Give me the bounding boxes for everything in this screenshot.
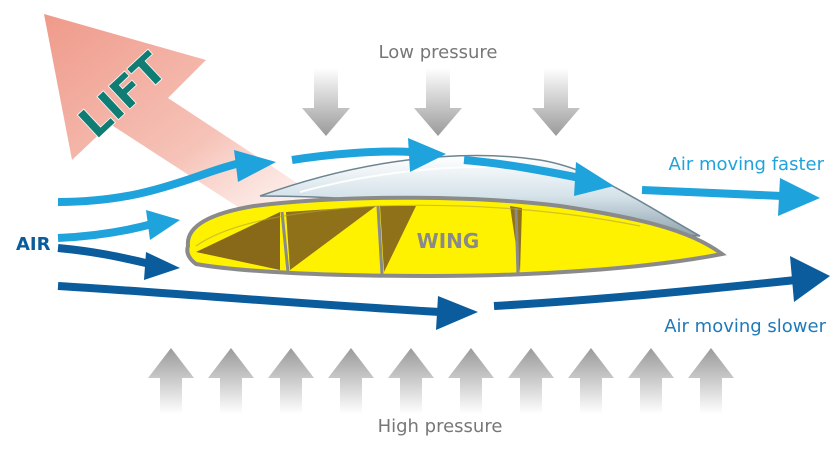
air-label: AIR <box>16 234 51 255</box>
high-pressure-arrows <box>148 348 734 414</box>
air-moving-faster-label: Air moving faster <box>669 154 825 175</box>
down-arrow-icon <box>532 68 580 136</box>
up-arrow-icon <box>508 348 554 414</box>
up-arrow-icon <box>568 348 614 414</box>
high-pressure-label: High pressure <box>378 416 503 437</box>
fast-air-flow <box>57 147 783 242</box>
down-arrow-icon <box>302 68 350 136</box>
up-arrow-icon <box>688 348 734 414</box>
up-arrow-icon <box>628 348 674 414</box>
up-arrow-icon <box>448 348 494 414</box>
up-arrow-icon <box>208 348 254 414</box>
up-arrow-icon <box>328 348 374 414</box>
up-arrow-icon <box>148 348 194 414</box>
low-pressure-label: Low pressure <box>379 42 498 63</box>
air-moving-slower-label: Air moving slower <box>664 316 826 337</box>
low-pressure-arrows <box>302 68 580 136</box>
up-arrow-icon <box>268 348 314 414</box>
slow-air-flow <box>57 244 797 316</box>
fast-air-arrowheads <box>146 138 820 240</box>
wing <box>185 195 727 279</box>
down-arrow-icon <box>414 68 462 136</box>
wing-label: WING <box>417 229 480 253</box>
up-arrow-icon <box>388 348 434 414</box>
slow-air-arrowheads <box>144 252 830 330</box>
